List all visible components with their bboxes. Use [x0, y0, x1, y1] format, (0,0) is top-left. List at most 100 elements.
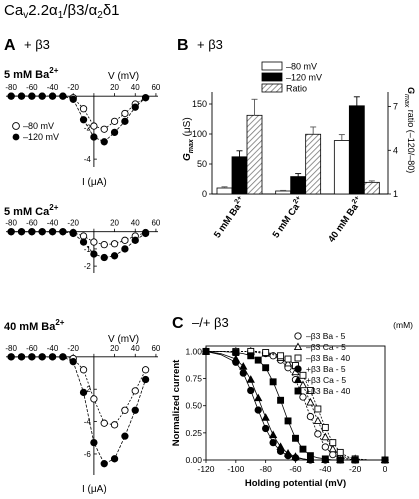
legend-label: –β3 Ba - 5	[306, 331, 346, 341]
data-point	[28, 353, 36, 361]
x-tick-label: -60	[26, 83, 38, 92]
x-tick-label: -80	[5, 219, 17, 228]
data-point	[90, 133, 98, 141]
category-label-main: 40 mM Ba	[326, 201, 361, 244]
x-tick-label: -80	[5, 344, 17, 353]
bar	[290, 176, 307, 195]
a-top-ylabel: I (μA)	[82, 177, 107, 188]
x-tick-label: -20	[67, 83, 79, 92]
legend-label: +β3 Ba - 40	[306, 386, 351, 396]
legend-marker	[294, 354, 302, 362]
y-tick-label: -4	[84, 155, 92, 164]
data-point	[7, 228, 15, 236]
x-tick-label: -60	[26, 344, 38, 353]
data-point	[28, 228, 36, 236]
data-point	[59, 228, 67, 236]
data-point	[299, 371, 307, 379]
panel-a-letter: A	[4, 37, 16, 54]
y-tick-label: -2	[84, 262, 92, 271]
legend-swatch	[261, 72, 283, 82]
data-point	[268, 430, 278, 439]
x-tick-label: 60	[151, 219, 160, 228]
y-tick-label: 0.00	[185, 455, 202, 465]
data-point	[231, 354, 240, 363]
data-point	[110, 128, 119, 137]
x-tick-label: -20	[349, 464, 362, 474]
legend-label: –β3 Ca - 5	[306, 342, 346, 352]
data-point	[313, 416, 323, 424]
legend-label: –120 mV	[286, 73, 322, 83]
legend-swatch	[261, 61, 283, 71]
data-point	[239, 362, 248, 370]
y-right-tick-label: 1	[393, 189, 398, 199]
c-plot: -120 -100 -80 -60 -40 -20 0 0.00 0.25 0.50 0.75 1.0…	[171, 320, 413, 489]
category-label-main: 5 mM Ca	[271, 201, 303, 240]
data-point	[69, 358, 77, 366]
data-point	[7, 92, 15, 100]
data-point	[100, 460, 108, 468]
data-point	[246, 375, 255, 383]
legend-unit: (mM)	[393, 320, 413, 330]
fit-line	[11, 231, 146, 258]
data-point	[284, 417, 292, 425]
legend-marker	[294, 365, 302, 373]
bar	[231, 156, 248, 195]
a-top-plot: -80 -60 -40 -20 20 40 60 -2 -4	[5, 83, 161, 167]
data-point	[292, 434, 299, 442]
x-tick-label: 40	[131, 83, 140, 92]
data-point	[100, 240, 108, 249]
x-tick-label: -40	[319, 464, 332, 474]
legend-label-80: –80 mV	[23, 121, 54, 131]
data-point	[247, 386, 255, 395]
data-point	[110, 252, 119, 260]
legend-marker	[294, 387, 302, 395]
data-point	[321, 455, 329, 463]
data-point	[261, 413, 270, 421]
x-tick-label: 20	[110, 83, 119, 92]
data-point	[283, 448, 293, 457]
data-point	[232, 349, 240, 356]
data-point	[90, 238, 98, 246]
x-tick-label: -40	[47, 219, 59, 228]
y-tick-label: 1.00	[185, 346, 202, 356]
x-tick-label: -40	[47, 344, 59, 353]
data-point	[110, 455, 119, 463]
a-bot-ylabel: I (μA)	[82, 484, 107, 495]
data-point	[131, 387, 139, 395]
x-tick-label: -60	[289, 464, 302, 474]
data-point	[381, 456, 389, 464]
y-tick-label: -4	[84, 418, 92, 427]
fit-line	[11, 356, 146, 465]
data-point	[321, 423, 329, 431]
legend-label: Ratio	[286, 84, 307, 94]
legend-label: –80 mV	[286, 62, 317, 72]
data-point	[69, 229, 77, 238]
data-point	[262, 349, 270, 356]
data-point	[254, 356, 262, 364]
data-point	[336, 448, 344, 456]
y-tick-label: 0	[202, 189, 207, 199]
data-point	[314, 405, 322, 413]
data-point	[141, 94, 150, 102]
bar	[305, 133, 322, 195]
x-tick-label: -100	[227, 464, 244, 474]
data-point	[121, 117, 129, 125]
a-bot-plot: -80 -60 -40 -20 20 40 60 -2 -4 -6	[5, 344, 161, 475]
data-point	[254, 406, 262, 414]
y-right-label-main: G	[406, 87, 416, 94]
data-point	[277, 396, 285, 404]
data-point	[17, 353, 26, 361]
x-tick-label: 40	[131, 344, 140, 353]
data-point	[321, 432, 330, 441]
legend-label: +β3 Ba - 5	[306, 364, 346, 374]
data-point	[100, 419, 108, 427]
x-tick-label: 40	[131, 219, 140, 228]
data-point	[131, 236, 139, 244]
data-point	[121, 406, 129, 414]
data-point	[38, 353, 46, 361]
a-bot-title: 40 mM Ba2+	[4, 318, 65, 333]
data-point	[110, 117, 119, 125]
data-point	[17, 92, 26, 100]
